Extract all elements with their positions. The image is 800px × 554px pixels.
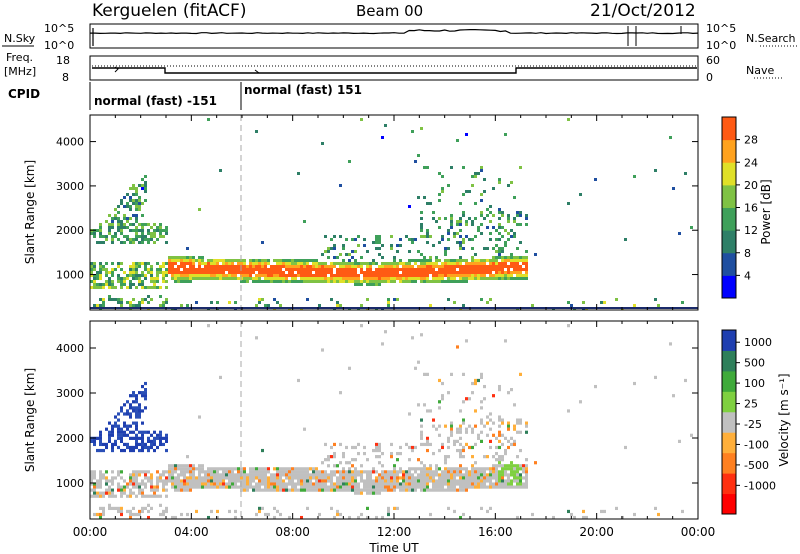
velocity-ytick-4000: 4000 [56,342,84,355]
freq-panel: Freq. [MHz] 18 8 60 0 Nave [4,51,784,84]
velocity-ytick-3000: 3000 [56,387,84,400]
power-colorbar-tick: 12 [744,224,758,237]
nsky-label: N.Sky [4,32,36,45]
power-colorbar-band [722,275,736,299]
freq-series-line [92,67,697,74]
power-colorbar-tick: 16 [744,202,758,215]
freq-tick-top: 18 [56,54,70,67]
velocity-ytick-1000: 1000 [56,477,84,490]
nsky-tick-bottom: 10^0 [44,39,74,52]
cpid-panel: CPID normal (fast) -151 normal (fast) 15… [8,82,362,110]
velocity-colorbar-label: Velocity [m s⁻¹] [777,373,791,466]
velocity-colorbar-band [722,473,736,495]
power-colorbar-band [722,207,736,231]
xtick-label: 00:00 [73,525,108,539]
nave-label: Nave [746,64,774,77]
power-panel: 1000 2000 3000 4000 Slant Range [km] 4 8 12 16… [23,114,773,311]
velocity-colorbar-tick: -1000 [744,479,776,492]
power-colorbar-band [722,139,736,163]
velocity-y-axis-label: Slant Range [km] [23,368,37,472]
velocity-colorbar-tick: 100 [744,377,765,390]
velocity-colorbar-tick: 1000 [744,336,772,349]
velocity-colorbar-tick: 25 [744,398,758,411]
power-colorbar-tick: 8 [744,247,751,260]
velocity-colorbar-band [722,452,736,474]
station-title: Kerguelen (fitACF) [92,1,246,21]
x-axis-label: Time UT [368,541,419,554]
power-ytick-2000: 2000 [56,224,84,237]
xtick-label: 04:00 [174,525,209,539]
power-colorbar: 4 8 12 16 20 24 28 [721,116,758,299]
velocity-ytick-2000: 2000 [56,432,84,445]
velocity-colorbar-tick: -25 [744,418,762,431]
freq-tick-bottom: 8 [62,71,69,84]
velocity-colorbar-band [722,432,736,454]
power-y-axis-label: Slant Range [km] [23,160,37,264]
freq-label-line2: [MHz] [4,65,36,78]
xtick-label: 20:00 [579,525,614,539]
power-ytick-3000: 3000 [56,180,84,193]
velocity-colorbar-tick: -500 [744,459,769,472]
cpid-segment-2: normal (fast) 151 [244,83,362,97]
velocity-colorbar-band [722,330,736,351]
velocity-colorbar-band [722,493,736,515]
xtick-label: 08:00 [275,525,310,539]
velocity-colorbar-tick: -100 [744,438,769,451]
power-colorbar-band [722,162,736,186]
xtick-label: 12:00 [377,525,412,539]
power-colorbar-label: Power [dB] [759,179,773,244]
power-colorbar-band [722,230,736,254]
cpid-segment-1: normal (fast) -151 [94,94,217,108]
nave-tick-top: 60 [706,54,720,67]
nave-tick-bottom: 0 [706,71,713,84]
nsky-series-line [90,29,699,35]
power-ytick-1000: 1000 [56,269,84,282]
date-label: 21/Oct/2012 [590,1,696,21]
velocity-colorbar: 1000 500 100 25 -25 -100 -500 -1000 [721,329,776,515]
power-heatmap [90,118,693,310]
nsearch-label: N.Search [746,32,796,45]
power-colorbar-tick: 24 [744,156,758,169]
power-colorbar-tick: 28 [744,134,758,147]
velocity-colorbar-band [722,411,736,433]
velocity-panel: 1000 2000 3000 4000 Slant Range [km] 1000 50… [23,320,791,520]
velocity-colorbar-band [722,370,736,392]
power-colorbar-band [722,252,736,276]
nsky-tick-bottom-right: 10^0 [706,39,736,52]
xtick-label: 00:00 [681,525,716,539]
power-colorbar-band [722,184,736,208]
xtick-label: 16:00 [478,525,513,539]
nsky-tick-top-right: 10^5 [706,22,736,35]
velocity-colorbar-tick: 500 [744,357,765,370]
power-ytick-4000: 4000 [56,136,84,149]
freq-label-line1: Freq. [6,51,33,64]
power-colorbar-tick: 20 [744,179,758,192]
nsky-tick-top: 10^5 [44,22,74,35]
velocity-heatmap [90,324,693,520]
time-axis: 00:00 04:00 08:00 12:00 16:00 20:00 00:00 [73,525,716,539]
velocity-colorbar-band [722,391,736,413]
power-colorbar-band [722,117,736,141]
beam-label: Beam 00 [356,2,423,20]
cpid-label: CPID [8,87,40,101]
velocity-colorbar-band [722,350,736,372]
power-colorbar-tick: 4 [744,269,751,282]
nsky-panel: N.Sky 10^5 10^0 10^5 10^0 N.Search [2,22,798,52]
